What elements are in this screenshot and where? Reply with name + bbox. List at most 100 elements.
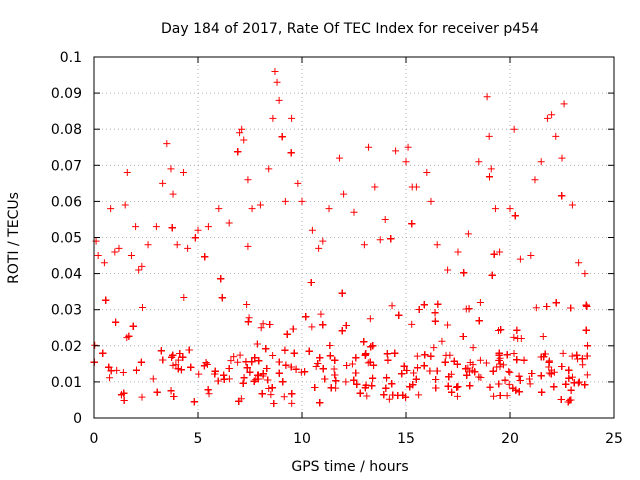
data-point (578, 355, 586, 363)
data-point (496, 392, 504, 400)
data-point (259, 320, 267, 328)
data-point (584, 342, 592, 350)
data-point (426, 367, 434, 375)
data-point (414, 364, 422, 372)
data-point (201, 253, 209, 261)
data-point (179, 169, 187, 177)
data-point (312, 363, 320, 371)
data-point (343, 361, 351, 369)
data-point (383, 350, 391, 358)
data-point (353, 380, 361, 388)
data-point (235, 397, 243, 405)
data-point (170, 393, 178, 401)
data-point (100, 259, 108, 267)
data-point (240, 374, 248, 382)
data-point (552, 299, 560, 307)
data-point (568, 352, 576, 360)
data-point (288, 399, 296, 407)
data-point (152, 223, 160, 231)
data-point (427, 197, 435, 205)
data-point (404, 143, 412, 151)
data-point (352, 369, 360, 377)
data-point (137, 358, 145, 366)
data-point (547, 370, 555, 378)
data-point (265, 385, 273, 393)
data-point (400, 362, 408, 370)
data-point (550, 383, 558, 391)
data-point (248, 205, 256, 213)
data-point (389, 391, 397, 399)
data-point (319, 237, 327, 245)
data-point (516, 377, 524, 385)
data-point (520, 356, 528, 364)
data-point (510, 333, 518, 341)
data-point (308, 323, 316, 331)
data-point (370, 361, 378, 369)
data-point (195, 370, 203, 378)
data-point (117, 391, 125, 399)
y-tick-label: 0.1 (60, 50, 82, 66)
data-point (169, 190, 177, 198)
data-point (573, 351, 581, 359)
data-point (139, 303, 147, 311)
data-point (469, 344, 477, 352)
data-point (253, 340, 261, 348)
data-point (395, 311, 403, 319)
data-point (453, 360, 461, 368)
data-point (517, 335, 525, 343)
data-point (505, 367, 513, 375)
data-point (335, 154, 343, 162)
y-tick-label: 0 (73, 411, 82, 427)
data-point (433, 241, 441, 249)
data-point (402, 158, 410, 166)
data-point (282, 361, 290, 369)
data-point (360, 241, 368, 249)
data-point (190, 398, 198, 406)
data-point (441, 358, 449, 366)
data-point (331, 371, 339, 379)
data-point (342, 322, 350, 330)
data-point (430, 344, 438, 352)
data-point (220, 375, 228, 383)
data-point (538, 388, 546, 396)
data-point (191, 234, 199, 242)
data-point (176, 350, 184, 358)
data-point (368, 382, 376, 390)
data-point (250, 377, 258, 385)
data-point (415, 305, 423, 313)
data-point (476, 356, 484, 364)
data-point (319, 365, 327, 373)
data-point (562, 380, 570, 388)
data-point (570, 379, 578, 387)
data-point (526, 380, 534, 388)
data-point (506, 205, 514, 213)
y-tick-label: 0.07 (51, 158, 82, 174)
data-point (431, 317, 439, 325)
data-point (558, 362, 566, 370)
data-point (173, 241, 181, 249)
data-point (505, 380, 513, 388)
data-point (225, 375, 233, 383)
data-point (163, 140, 171, 148)
data-points (90, 67, 592, 408)
data-point (185, 346, 193, 354)
data-point (559, 349, 567, 357)
data-point (106, 374, 114, 382)
data-point (149, 375, 157, 383)
data-point (168, 224, 176, 232)
data-point (471, 368, 479, 376)
data-point (348, 360, 356, 368)
data-point (256, 201, 264, 209)
data-point (287, 149, 295, 157)
data-point (583, 352, 591, 360)
x-tick-label: 25 (605, 431, 623, 447)
x-tick-label: 10 (293, 431, 311, 447)
data-point (550, 368, 558, 376)
data-point (527, 252, 535, 260)
data-point (338, 289, 346, 297)
data-point (383, 374, 391, 382)
data-point (516, 255, 524, 263)
data-point (243, 301, 251, 309)
data-point (448, 388, 456, 396)
data-point (384, 356, 392, 364)
